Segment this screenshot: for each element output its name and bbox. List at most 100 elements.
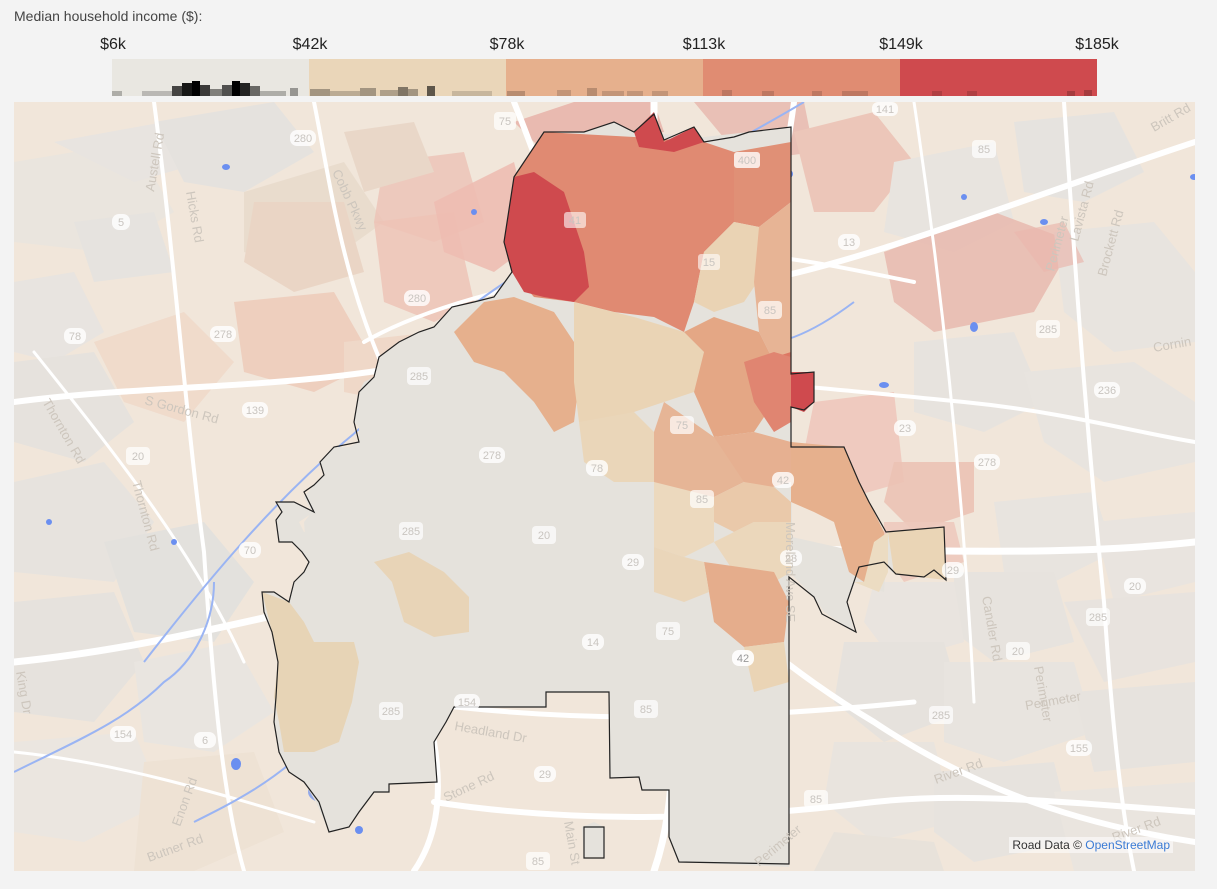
svg-text:155: 155 xyxy=(1070,743,1088,755)
tract-highest[interactable] xyxy=(791,372,814,412)
legend-color-scale xyxy=(112,59,1097,96)
route-shield: 29 xyxy=(534,766,556,782)
route-shield: 85 xyxy=(634,700,658,718)
svg-text:5: 5 xyxy=(118,217,124,229)
tract-high[interactable] xyxy=(744,352,791,432)
svg-text:13: 13 xyxy=(843,237,855,249)
route-shield: 13 xyxy=(838,234,860,250)
svg-text:85: 85 xyxy=(978,144,990,156)
legend-tick-labels: $6k $42k $78k $113k $149k $185k xyxy=(0,36,1217,56)
svg-text:75: 75 xyxy=(676,420,688,432)
route-shield: 20 xyxy=(532,526,556,544)
svg-text:85: 85 xyxy=(532,856,544,868)
route-shield: 41 xyxy=(564,212,586,228)
road-label: King Dr xyxy=(14,670,35,716)
svg-text:236: 236 xyxy=(1098,385,1116,397)
route-shields: 280 75 400 5 41 15 85 285 280 278 78 139… xyxy=(64,102,1146,870)
tract-mid-high[interactable] xyxy=(754,202,791,362)
road-label: Cornin xyxy=(1152,334,1192,355)
tract-mid-high[interactable] xyxy=(684,317,774,437)
route-shield: 75 xyxy=(670,416,694,434)
tract-mid[interactable] xyxy=(744,642,789,692)
route-shield: 75 xyxy=(494,112,516,130)
route-shield: 285 xyxy=(407,367,431,385)
svg-text:141: 141 xyxy=(876,104,894,116)
route-shield: 141 xyxy=(872,102,898,116)
legend-tick: $42k xyxy=(292,36,328,53)
route-shield: 139 xyxy=(242,402,268,418)
route-shield: 285 xyxy=(379,702,403,720)
route-shield: 236 xyxy=(1094,382,1120,398)
road-label: Moreland Ave SE xyxy=(783,522,798,623)
svg-text:278: 278 xyxy=(214,329,232,341)
route-shield: 23 xyxy=(894,420,916,436)
route-shield: 280 xyxy=(290,130,316,146)
svg-text:280: 280 xyxy=(294,133,312,145)
route-shield: 85 xyxy=(526,852,550,870)
svg-text:42: 42 xyxy=(737,653,749,665)
svg-text:400: 400 xyxy=(738,155,756,167)
tract-mid[interactable] xyxy=(694,222,764,312)
svg-text:75: 75 xyxy=(662,626,674,638)
city-boundary xyxy=(261,112,947,865)
tract-mid[interactable] xyxy=(262,592,359,752)
svg-text:29: 29 xyxy=(627,557,639,569)
route-shield: 70 xyxy=(244,542,266,558)
tract-mid-high[interactable] xyxy=(791,442,888,582)
route-shield: 29 xyxy=(622,554,644,570)
legend-histogram xyxy=(112,81,1092,96)
route-shield: 285 xyxy=(399,522,423,540)
svg-text:85: 85 xyxy=(696,494,708,506)
svg-text:278: 278 xyxy=(978,457,996,469)
tract-mid[interactable] xyxy=(374,552,469,637)
route-shield: 20 xyxy=(126,447,150,465)
route-shield: 29 xyxy=(942,562,964,578)
legend-tick: $6k xyxy=(100,36,126,53)
legend-tick: $149k xyxy=(879,36,923,53)
svg-text:42: 42 xyxy=(777,475,789,487)
income-map[interactable]: 280 75 400 5 41 15 85 285 280 278 78 139… xyxy=(14,102,1195,871)
svg-text:20: 20 xyxy=(1129,581,1141,593)
route-shield: 14 xyxy=(582,634,604,650)
openstreetmap-link[interactable]: OpenStreetMap xyxy=(1085,838,1170,852)
svg-text:20: 20 xyxy=(1012,646,1024,658)
route-shield: 15 xyxy=(698,254,720,270)
route-shield: 23 xyxy=(780,550,802,566)
legend-title: Median household income ($): xyxy=(14,8,203,24)
svg-text:20: 20 xyxy=(132,451,144,463)
legend-tick: $185k xyxy=(1075,36,1119,53)
tract-highest[interactable] xyxy=(634,112,704,152)
tract-mid[interactable] xyxy=(714,482,791,532)
route-shield: 85 xyxy=(804,790,828,808)
tract-mid[interactable] xyxy=(654,547,709,602)
legend-bin xyxy=(309,59,506,96)
route-shield: 85 xyxy=(972,140,996,158)
route-shield: 278 xyxy=(974,454,1000,470)
tract-mid-high[interactable] xyxy=(454,297,579,432)
map-canvas[interactable]: 280 75 400 5 41 15 85 285 280 278 78 139… xyxy=(14,102,1195,871)
route-shield: 5 xyxy=(114,214,132,230)
svg-text:14: 14 xyxy=(587,637,599,649)
tract-mid[interactable] xyxy=(854,532,888,592)
svg-text:285: 285 xyxy=(1089,612,1107,624)
legend-bin xyxy=(506,59,703,96)
tract-low[interactable] xyxy=(582,822,604,857)
tract-mid[interactable] xyxy=(574,302,704,422)
tract-mid-high[interactable] xyxy=(714,432,791,492)
svg-text:15: 15 xyxy=(703,257,715,269)
legend-bin xyxy=(112,59,309,96)
route-shield: 85 xyxy=(690,490,714,508)
tract-highest[interactable] xyxy=(504,172,589,302)
tract-mid[interactable] xyxy=(888,527,946,580)
route-shield: 285 xyxy=(936,708,960,726)
svg-text:20: 20 xyxy=(538,530,550,542)
route-shield: 155 xyxy=(1080,742,1106,758)
route-shield: 5 xyxy=(112,214,130,230)
tract-mid-high[interactable] xyxy=(704,562,789,647)
legend-tick: $78k xyxy=(489,36,525,53)
svg-text:85: 85 xyxy=(764,305,776,317)
svg-text:29: 29 xyxy=(947,565,959,577)
svg-text:154: 154 xyxy=(458,697,476,709)
svg-text:29: 29 xyxy=(539,769,551,781)
legend-bin xyxy=(900,59,1097,96)
